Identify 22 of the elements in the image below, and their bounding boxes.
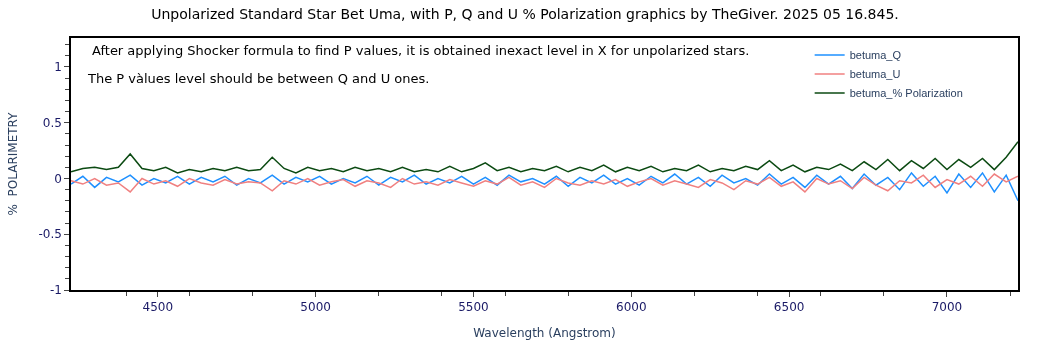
y-axis-title: % POLARIMETRY bbox=[6, 111, 21, 216]
line-series bbox=[71, 140, 1018, 174]
x-axis-title: Wavelength (Angstrom) bbox=[473, 325, 616, 340]
annotation: After applying Shocker formula to find P values, it is obtained inexact level in X for unpolarized stars. bbox=[92, 43, 750, 58]
y-tick-label: -1 bbox=[49, 283, 62, 298]
y-tick-label: 0.5 bbox=[42, 115, 62, 130]
y-tick-label: 0 bbox=[54, 171, 62, 186]
annotation: The P vàlues level should be between Q and U ones. bbox=[87, 71, 430, 86]
legend-label: betuma_U bbox=[849, 68, 901, 81]
line-series bbox=[71, 173, 1018, 193]
x-tick-label: 4500 bbox=[142, 300, 174, 315]
line-series bbox=[71, 172, 1018, 202]
x-tick-label: 6000 bbox=[616, 300, 647, 315]
chart-title: Unpolarized Standard Star Bet Uma, with P, Q and U % Polarization graphics by TheGiver. 2025 05 16.845. bbox=[151, 5, 899, 22]
y-tick-label: 1 bbox=[54, 60, 62, 75]
x-tick-label: 5500 bbox=[458, 300, 489, 315]
legend-label: betuma_% Polarization bbox=[849, 87, 963, 100]
x-tick-label: 6500 bbox=[773, 300, 805, 315]
x-tick-label: 5000 bbox=[300, 300, 331, 315]
legend-label: betuma_Q bbox=[849, 49, 902, 62]
y-tick-label: -0.5 bbox=[38, 227, 62, 242]
x-tick-label: 7000 bbox=[931, 300, 963, 315]
